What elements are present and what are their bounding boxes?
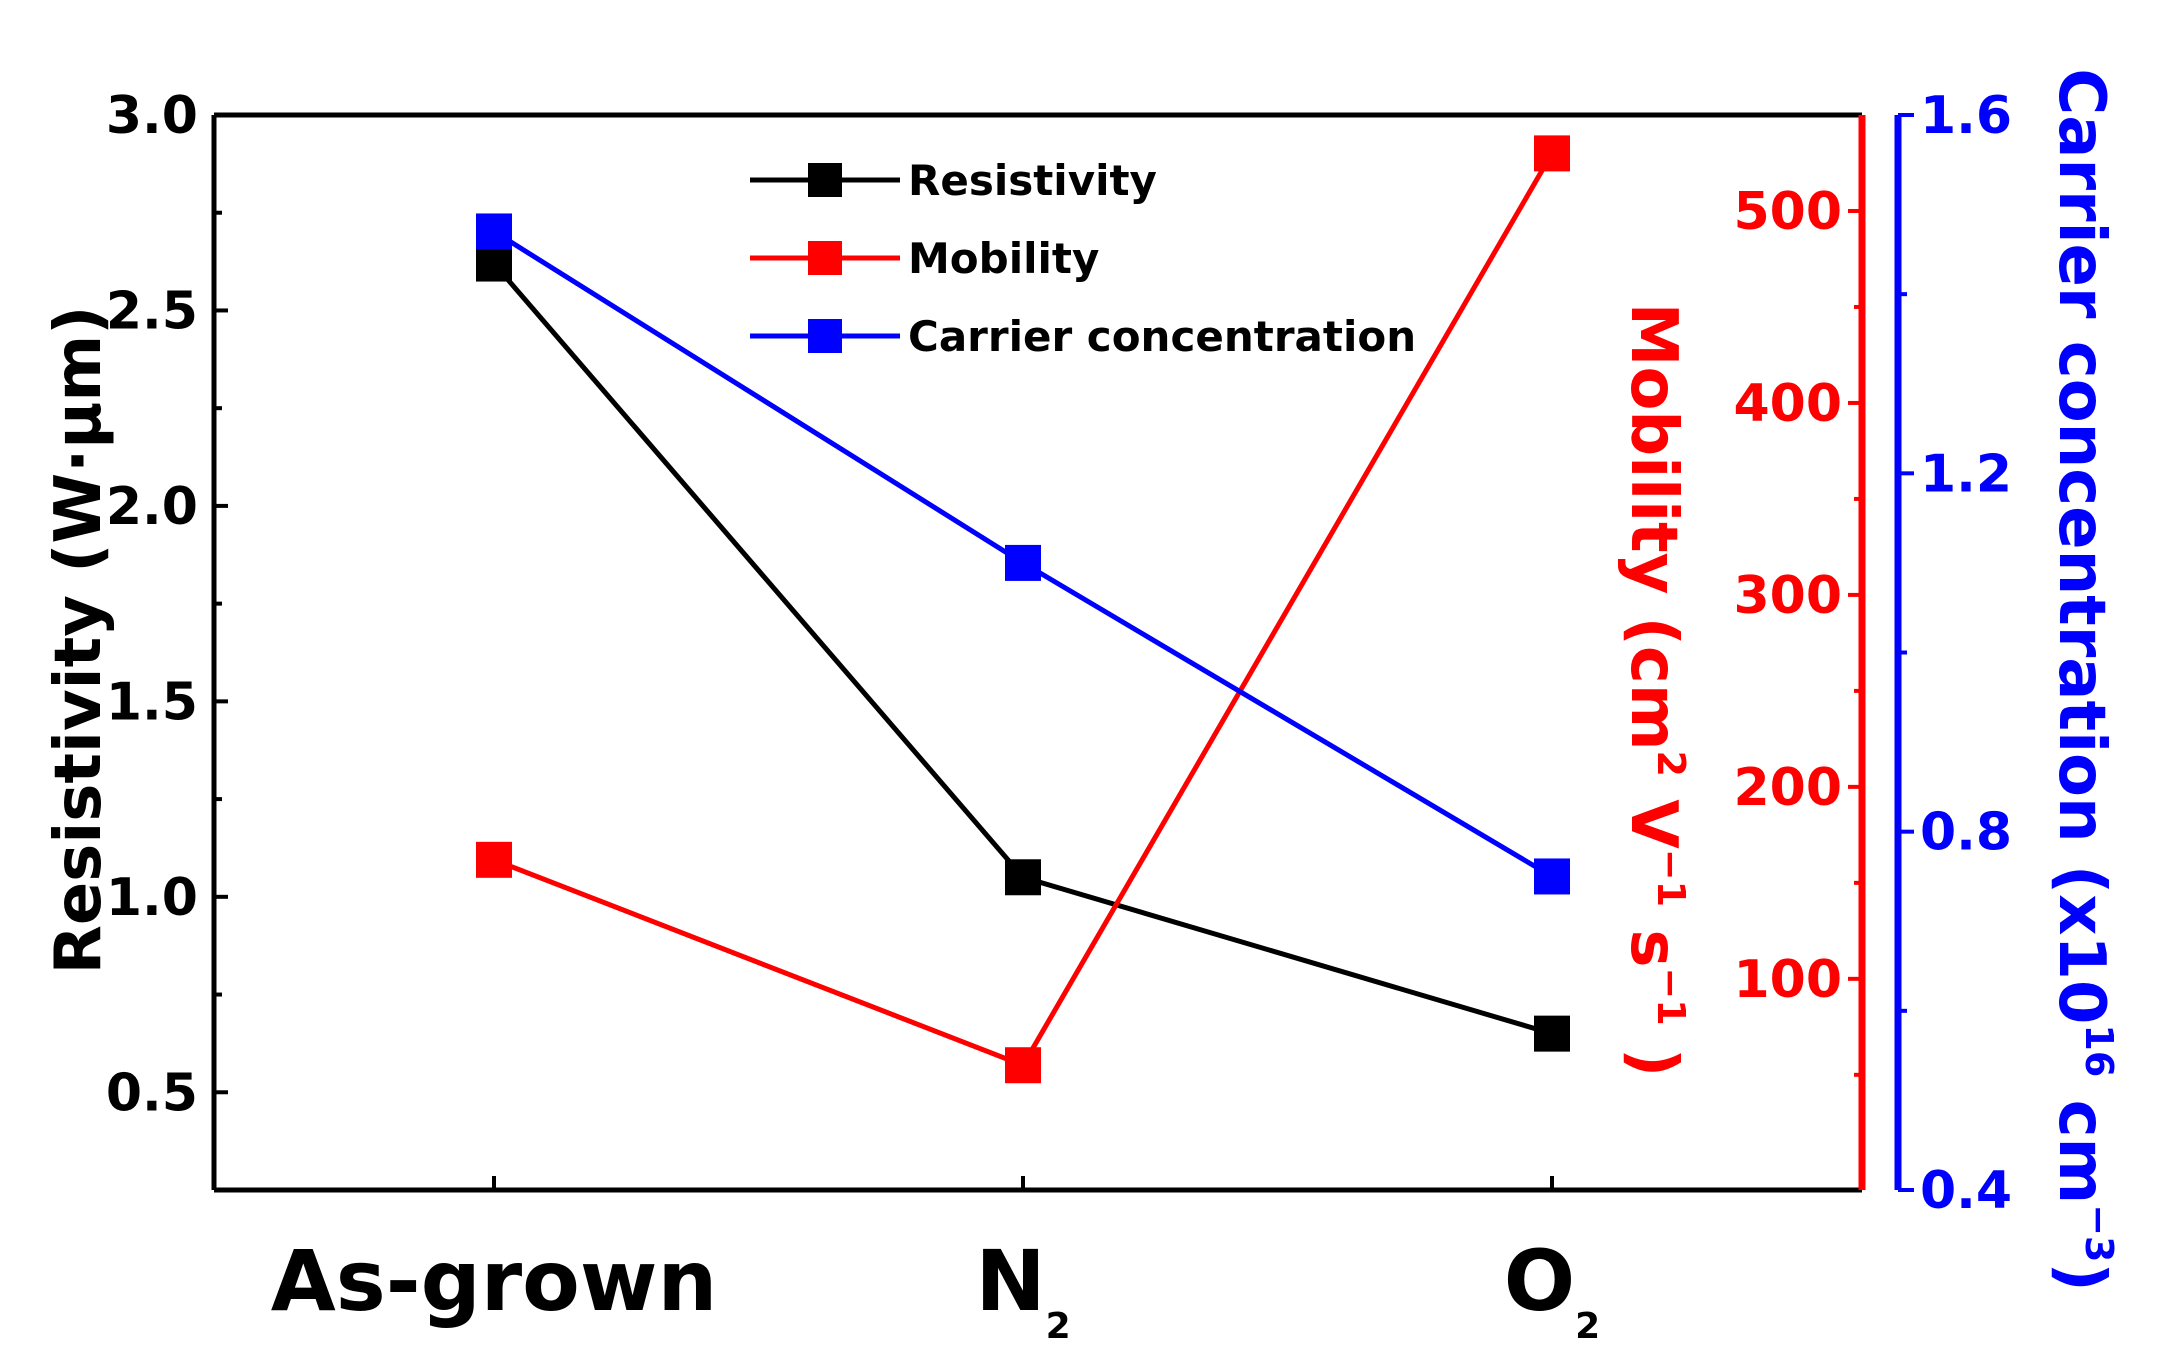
ticks-layer (214, 113, 1914, 1192)
series-line-mobility (493, 152, 1555, 1069)
labels-layer: 3.0 2.5 2.0 1.5 1.0 0.5 500 400 300 200 100 1.6 1.2 0… (106, 86, 2012, 1347)
data-point (476, 213, 512, 250)
data-point (1534, 858, 1570, 895)
carrier-axis-title: Carrier concentration (x1016 cm−3) (2044, 68, 2121, 1291)
left-tick-label: 2.0 (106, 477, 198, 537)
left-axis-title: Resistivity (W·µm) (42, 306, 116, 975)
mobility-axis-title: Mobility (cm2 V−1 s−1 ) (1616, 303, 1693, 1077)
legend-marker (808, 241, 842, 275)
left-tick-label: 0.5 (106, 1063, 198, 1123)
carrier-tick-label: 1.6 (1920, 86, 2012, 146)
category-label: O2 (1504, 1232, 1600, 1347)
mobility-tick-label: 200 (1733, 758, 1842, 818)
legend-label: Carrier concentration (908, 312, 1416, 361)
data-point (1005, 859, 1041, 896)
legend-marker (808, 319, 842, 353)
mobility-tick-label: 400 (1733, 374, 1842, 434)
data-point (1005, 544, 1041, 581)
legend-marker (808, 163, 842, 197)
mobility-tick-label: 500 (1733, 182, 1842, 242)
carrier-tick-label: 1.2 (1920, 444, 2012, 504)
series-layer (476, 135, 1570, 1084)
category-label: As-grown (271, 1232, 718, 1330)
carrier-tick-label: 0.8 (1920, 803, 2012, 863)
legend-label: Mobility (908, 234, 1099, 283)
left-tick-label: 2.5 (106, 281, 198, 341)
data-point (476, 245, 512, 282)
left-tick-label: 1.0 (106, 868, 198, 928)
category-label: N2 (975, 1232, 1070, 1347)
mobility-tick-label: 100 (1733, 950, 1842, 1010)
legend: Resistivity Mobility Carrier concentration (750, 156, 1416, 361)
data-point (1534, 135, 1570, 172)
left-tick-label: 3.0 (106, 86, 198, 146)
left-tick-label: 1.5 (106, 672, 198, 732)
carrier-tick-label: 0.4 (1920, 1161, 2012, 1221)
series-line-resistivity (492, 261, 1553, 1037)
data-point (1005, 1047, 1041, 1084)
data-point (476, 841, 512, 878)
data-point (1534, 1015, 1570, 1052)
mobility-tick-label: 300 (1733, 566, 1842, 626)
legend-label: Resistivity (908, 156, 1157, 205)
